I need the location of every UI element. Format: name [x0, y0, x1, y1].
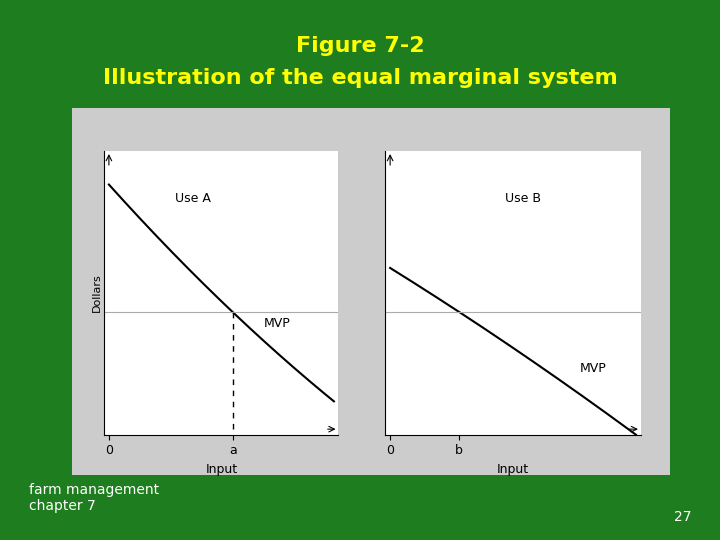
Text: Use B: Use B	[505, 192, 541, 205]
X-axis label: Input: Input	[497, 463, 529, 476]
X-axis label: Input: Input	[205, 463, 238, 476]
Text: MVP: MVP	[580, 362, 606, 375]
Y-axis label: Dollars: Dollars	[91, 274, 102, 312]
Text: Figure 7-2: Figure 7-2	[296, 36, 424, 56]
Text: MVP: MVP	[264, 317, 290, 330]
Text: Illustration of the equal marginal system: Illustration of the equal marginal syste…	[103, 68, 617, 89]
Text: Use A: Use A	[174, 192, 210, 205]
Text: 27: 27	[674, 510, 691, 524]
Text: farm management
chapter 7: farm management chapter 7	[29, 483, 159, 513]
